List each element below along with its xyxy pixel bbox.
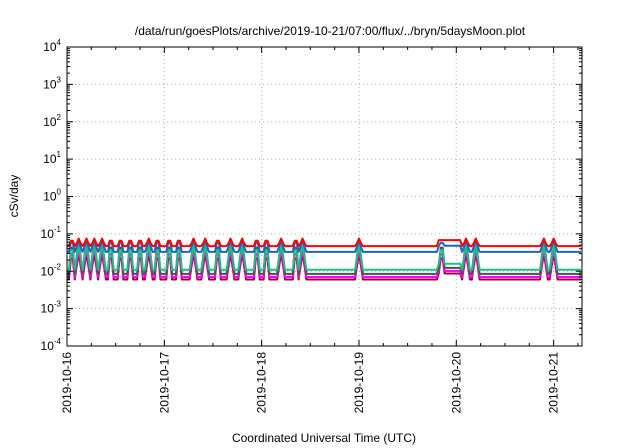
plot-frame (66, 46, 583, 347)
series-line (67, 252, 581, 281)
series-line (67, 241, 581, 275)
y-tick-label-base: 10 (41, 339, 55, 353)
y-tick-label: 103 (43, 75, 61, 91)
y-tick-label-base: 10 (43, 115, 57, 129)
x-tick-label: 2019-10-19 (352, 352, 366, 414)
x-tick-label: 2019-10-20 (449, 352, 463, 414)
chart-title: /data/run/goesPlots/archive/2019-10-21/0… (135, 24, 526, 38)
y-tick-label-base: 10 (41, 264, 55, 278)
y-tick-label-base: 10 (41, 227, 55, 241)
y-tick-label: 10-4 (41, 337, 62, 353)
y-tick-label-exponent: -2 (54, 262, 62, 271)
y-tick-label-base: 10 (43, 77, 57, 91)
series-line (67, 244, 581, 271)
series-line (67, 247, 581, 278)
y-tick-label-exponent: 0 (57, 188, 62, 197)
x-tick-label: 2019-10-21 (547, 352, 561, 414)
y-axis-label: cSv/day (7, 175, 21, 218)
y-tick-label-exponent: 4 (57, 38, 62, 47)
y-tick-label: 10-3 (41, 300, 62, 316)
x-tick-label: 2019-10-18 (255, 352, 269, 414)
y-tick-label-exponent: -1 (54, 225, 62, 234)
x-tick-label: 2019-10-17 (157, 352, 171, 414)
y-tick-label: 100 (43, 188, 61, 204)
y-tick-label: 101 (43, 150, 61, 166)
y-tick-label-exponent: -3 (54, 300, 62, 309)
y-tick-label-exponent: 1 (57, 150, 62, 159)
y-tick-label-base: 10 (43, 190, 57, 204)
y-tick-label-base: 10 (43, 40, 57, 54)
y-tick-label: 10-2 (41, 262, 62, 278)
y-tick-label-base: 10 (43, 152, 57, 166)
y-tick-label: 10-1 (41, 225, 62, 241)
series-line (67, 238, 581, 253)
y-tick-label-base: 10 (41, 302, 55, 316)
ticks (66, 46, 582, 347)
x-tick-label: 2019-10-16 (60, 352, 74, 414)
y-tick-label: 102 (43, 113, 61, 129)
series-layer (67, 237, 581, 281)
y-tick-label-exponent: -4 (54, 337, 62, 346)
y-tick-label: 104 (43, 38, 61, 54)
x-axis-label: Coordinated Universal Time (UTC) (232, 431, 416, 445)
y-tick-label-exponent: 3 (57, 75, 62, 84)
series-line (67, 237, 581, 248)
x-tick-labels: 2019-10-16 2019-10-17 2019-10-18 2019-10-19… (60, 352, 561, 414)
grid (67, 47, 582, 346)
y-tick-label-exponent: 2 (57, 113, 62, 122)
